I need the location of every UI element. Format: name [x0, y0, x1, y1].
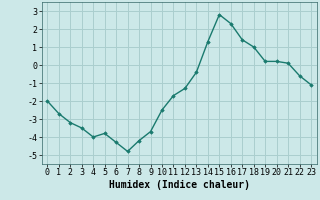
- X-axis label: Humidex (Indice chaleur): Humidex (Indice chaleur): [109, 180, 250, 190]
